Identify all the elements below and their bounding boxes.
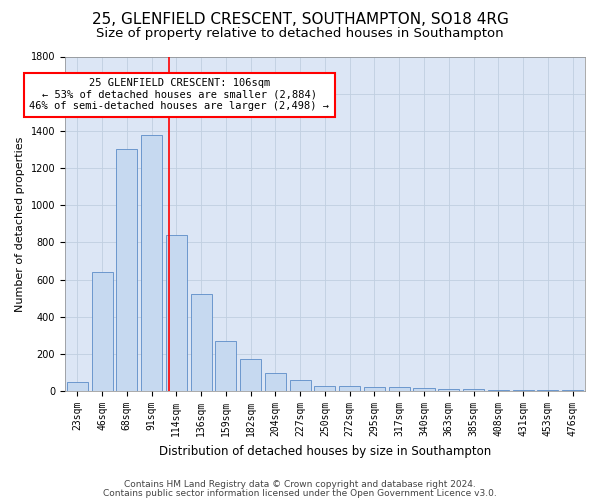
Bar xyxy=(538,390,559,391)
Text: Size of property relative to detached houses in Southampton: Size of property relative to detached ho… xyxy=(96,28,504,40)
Bar xyxy=(290,380,311,391)
Y-axis label: Number of detached properties: Number of detached properties xyxy=(15,136,25,312)
Bar xyxy=(166,235,187,391)
Bar xyxy=(364,386,385,391)
X-axis label: Distribution of detached houses by size in Southampton: Distribution of detached houses by size … xyxy=(159,444,491,458)
Bar xyxy=(562,390,583,391)
Bar xyxy=(141,134,162,391)
Bar xyxy=(463,390,484,391)
Bar xyxy=(92,272,113,391)
Bar xyxy=(314,386,335,391)
Bar xyxy=(438,390,460,391)
Bar xyxy=(413,388,434,391)
Bar xyxy=(339,386,360,391)
Bar xyxy=(512,390,533,391)
Text: Contains HM Land Registry data © Crown copyright and database right 2024.: Contains HM Land Registry data © Crown c… xyxy=(124,480,476,489)
Bar xyxy=(215,341,236,391)
Bar xyxy=(191,294,212,391)
Text: 25 GLENFIELD CRESCENT: 106sqm
← 53% of detached houses are smaller (2,884)
46% o: 25 GLENFIELD CRESCENT: 106sqm ← 53% of d… xyxy=(29,78,329,112)
Text: 25, GLENFIELD CRESCENT, SOUTHAMPTON, SO18 4RG: 25, GLENFIELD CRESCENT, SOUTHAMPTON, SO1… xyxy=(92,12,508,28)
Bar xyxy=(389,388,410,391)
Bar xyxy=(67,382,88,391)
Bar xyxy=(265,372,286,391)
Bar xyxy=(488,390,509,391)
Bar xyxy=(116,150,137,391)
Bar xyxy=(240,358,261,391)
Text: Contains public sector information licensed under the Open Government Licence v3: Contains public sector information licen… xyxy=(103,490,497,498)
